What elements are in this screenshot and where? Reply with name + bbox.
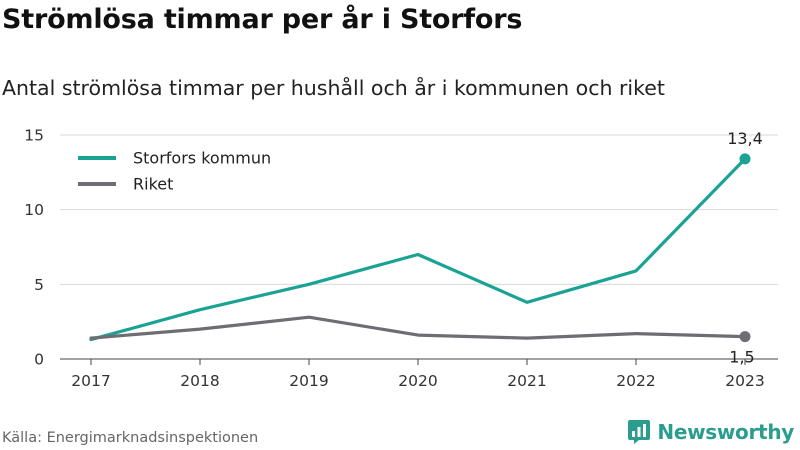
source-text: Källa: Energimarknadsinspektionen [2,430,259,446]
data-label: 13,4 [727,129,763,148]
y-tick-label: 10 [24,201,44,219]
chart-title: Strömlösa timmar per år i Storfors [2,4,523,35]
series-line-riket [89,315,747,340]
series-line-storfors [89,157,747,342]
y-tick-label: 5 [34,276,44,294]
x-tick-label: 2019 [289,372,328,390]
x-tick-label: 2017 [71,372,110,390]
legend-label: Storfors kommun [133,149,271,168]
newsworthy-logo-icon [628,420,651,444]
series-end-point [739,153,751,165]
x-tick-label: 2018 [180,372,219,390]
brand-name: Newsworthy [657,420,794,444]
x-tick-label: 2023 [725,372,764,390]
x-tick-label: 2020 [398,372,437,390]
data-label: 1,5 [729,348,754,367]
series-end-point [739,331,751,343]
y-tick-label: 15 [24,127,44,145]
legend-label: Riket [133,175,173,194]
chart-subtitle: Antal strömlösa timmar per hushåll och å… [2,76,665,100]
brand[interactable]: Newsworthy [627,419,794,445]
x-tick-label: 2021 [507,372,546,390]
y-tick-label: 0 [34,351,44,369]
x-tick-label: 2022 [616,372,655,390]
